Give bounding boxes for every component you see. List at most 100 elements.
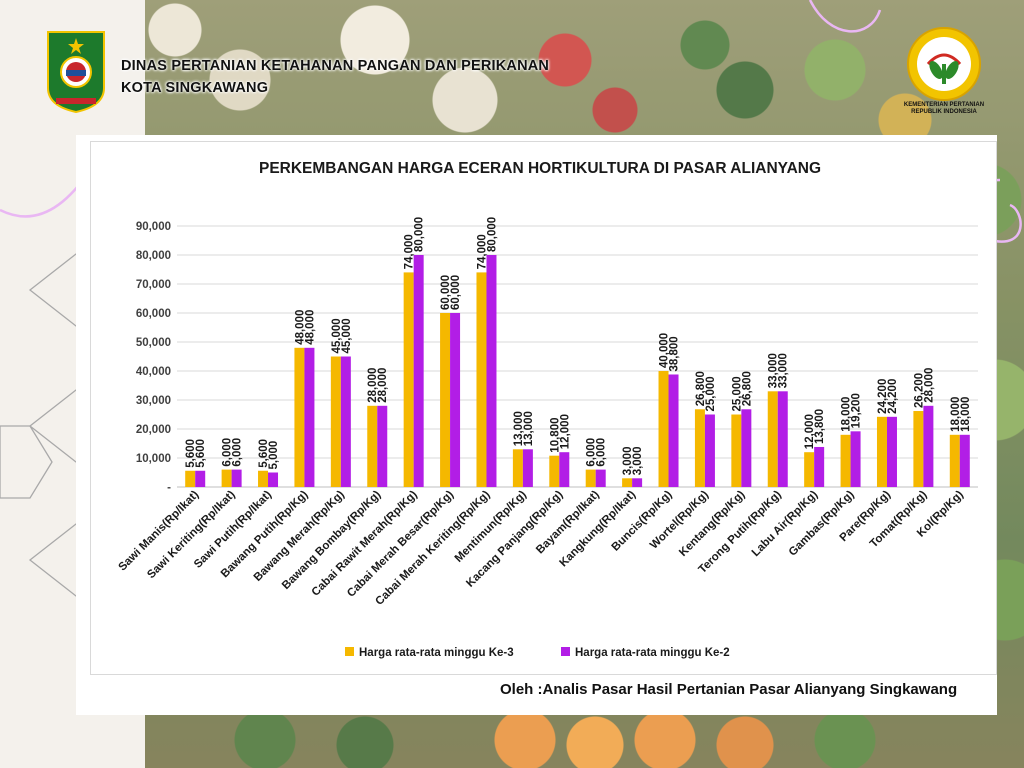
bar-week2 — [668, 374, 679, 487]
ministry-emblem-icon — [907, 27, 981, 101]
data-label: 13,000 — [523, 411, 535, 446]
y-tick-label: 80,000 — [136, 250, 171, 262]
legend-label: Harga rata-rata minggu Ke-3 — [359, 647, 514, 659]
bar-week3 — [185, 470, 196, 487]
bar-week2 — [268, 472, 279, 487]
bar-week2 — [923, 405, 934, 487]
data-label: 80,000 — [414, 217, 426, 252]
data-label: 74,000 — [476, 234, 488, 269]
footer-credit: Oleh :Analis Pasar Hasil Pertanian Pasar… — [500, 681, 958, 698]
bar-week3 — [549, 455, 560, 487]
bar-week3 — [403, 272, 414, 487]
data-label: 18,000 — [950, 397, 962, 432]
data-label: 48,000 — [294, 310, 306, 345]
bar-week3 — [367, 405, 378, 487]
x-tick-label: Bayam(Rp/Ikat) — [534, 489, 602, 557]
y-tick-label: 40,000 — [136, 366, 171, 378]
ministry-logo: KEMENTERIAN PERTANIAN REPUBLIK INDONESIA — [898, 26, 990, 122]
data-label: 6,000 — [586, 438, 598, 467]
data-label: 74,000 — [404, 234, 416, 269]
bar-week2 — [850, 431, 861, 487]
bar-week2 — [704, 414, 715, 487]
bar-week3 — [804, 452, 815, 487]
bar-week2 — [595, 469, 606, 487]
data-label: 33,000 — [768, 353, 780, 388]
y-tick-label: 10,000 — [136, 453, 171, 465]
bar-week2 — [413, 255, 424, 487]
data-label: 19,200 — [851, 393, 863, 428]
data-label: 5,000 — [268, 441, 280, 470]
data-label: 24,200 — [887, 379, 899, 414]
singkawang-crest-logo — [47, 31, 105, 114]
bar-week2 — [486, 255, 497, 487]
bar-week3 — [221, 469, 232, 487]
legend-swatch — [345, 647, 354, 656]
data-label: 6,000 — [232, 438, 244, 467]
x-tick-label: Kentang(Rp/Kg) — [677, 489, 747, 559]
bar-week2 — [632, 478, 643, 487]
data-label: 28,000 — [367, 368, 379, 403]
y-tick-label: 20,000 — [136, 424, 171, 436]
bar-week3 — [913, 411, 924, 487]
data-label: 45,000 — [331, 318, 343, 353]
data-label: 33,000 — [778, 353, 790, 388]
bar-week3 — [294, 347, 305, 487]
data-label: 18,000 — [960, 397, 972, 432]
data-label: 38,800 — [669, 336, 681, 371]
data-label: 28,000 — [377, 368, 389, 403]
data-label: 80,000 — [486, 217, 498, 252]
ministry-caption-line2: REPUBLIK INDONESIA — [911, 109, 977, 115]
data-label: 13,000 — [513, 411, 525, 446]
data-label: 25,000 — [705, 376, 717, 411]
bar-week3 — [658, 371, 669, 487]
bar-week2 — [959, 434, 970, 487]
bar-week3 — [440, 313, 451, 487]
bar-week2 — [777, 391, 788, 487]
bar-week2 — [741, 409, 752, 487]
data-label: 48,000 — [304, 310, 316, 345]
y-tick-label: 60,000 — [136, 308, 171, 320]
data-label: 5,600 — [185, 439, 197, 468]
bar-week3 — [476, 272, 487, 487]
data-label: 40,000 — [659, 333, 671, 368]
org-title-line1: DINAS PERTANIAN KETAHANAN PANGAN DAN PER… — [121, 58, 550, 74]
bar-week3 — [585, 469, 596, 487]
bar-week2 — [450, 313, 461, 487]
legend-label: Harga rata-rata minggu Ke-2 — [575, 647, 730, 659]
bar-week2 — [340, 356, 351, 487]
legend-swatch — [561, 647, 570, 656]
data-label: 28,000 — [923, 368, 935, 403]
data-label: 12,000 — [559, 414, 571, 449]
bar-week3 — [622, 478, 633, 487]
bar-week3 — [767, 391, 778, 487]
chart-title: PERKEMBANGAN HARGA ECERAN HORTIKULTURA D… — [258, 160, 822, 177]
y-tick-label: 70,000 — [136, 279, 171, 291]
y-tick-label: 90,000 — [136, 221, 171, 233]
data-label: 25,000 — [731, 376, 743, 411]
y-tick-label: 50,000 — [136, 337, 171, 349]
bar-week2 — [195, 470, 206, 487]
ministry-caption: KEMENTERIAN PERTANIAN REPUBLIK INDONESIA — [898, 102, 990, 116]
bar-week3 — [258, 470, 269, 487]
bar-week2 — [814, 446, 825, 487]
data-label: 6,000 — [596, 438, 608, 467]
data-label: 60,000 — [450, 275, 462, 310]
bar-week3 — [694, 409, 705, 487]
bar-week3 — [876, 416, 887, 487]
data-label: 24,200 — [877, 379, 889, 414]
organization-title: DINAS PERTANIAN KETAHANAN PANGAN DAN PER… — [121, 55, 549, 99]
bar-week3 — [512, 449, 523, 487]
bar-week2 — [231, 469, 242, 487]
org-title-line2: KOTA SINGKAWANG — [121, 80, 269, 96]
bar-week3 — [949, 434, 960, 487]
data-label: 26,800 — [695, 371, 707, 406]
bar-week3 — [840, 434, 851, 487]
data-label: 18,000 — [841, 397, 853, 432]
chart-frame — [90, 141, 997, 675]
bar-week2 — [886, 416, 897, 487]
data-label: 26,800 — [741, 371, 753, 406]
x-tick-label: Gambas(Rp/Kg) — [787, 489, 857, 559]
data-label: 45,000 — [341, 318, 353, 353]
data-label: 26,200 — [913, 373, 925, 408]
